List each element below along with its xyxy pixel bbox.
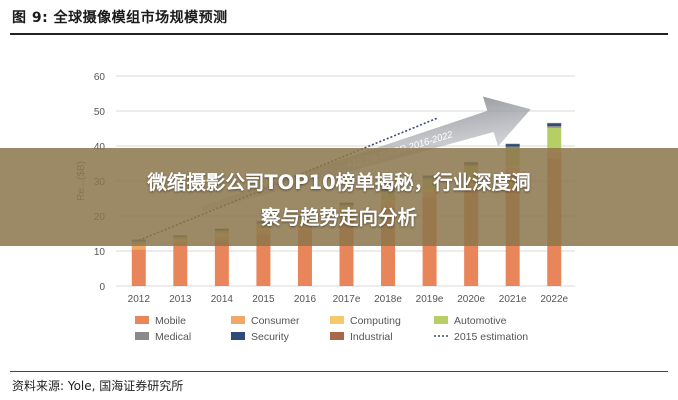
- legend-swatch: [231, 332, 245, 340]
- bar-segment-mobile: [131, 249, 146, 286]
- bar-segment-security: [505, 144, 520, 147]
- y-tick-label: 0: [99, 282, 105, 293]
- x-tick-label: 2022e: [540, 294, 568, 305]
- overlay-headline-line-2: 察与趋势走向分析: [260, 206, 417, 229]
- legend-label: Medical: [155, 331, 191, 343]
- source-note: 资料来源: Yole, 国海证券研究所: [12, 379, 184, 393]
- x-tick-label: 2016: [294, 294, 317, 305]
- x-tick-label: 2020e: [457, 294, 485, 305]
- y-tick-label: 50: [94, 107, 106, 118]
- x-tick-label: 2012: [128, 294, 151, 305]
- x-tick-label: 2017e: [333, 294, 361, 305]
- legend-swatch: [231, 316, 245, 324]
- legend-label: Automotive: [454, 315, 507, 327]
- legend-item-security: Security: [231, 331, 290, 343]
- y-tick-label: 10: [94, 247, 106, 258]
- y-tick-label: 60: [94, 72, 106, 83]
- bar-segment-security: [547, 123, 562, 127]
- figure-title: 图 9: 全球摄像模组市场规模预测: [12, 10, 228, 26]
- legend-label: Mobile: [155, 315, 186, 327]
- bar-stack-2012: [131, 239, 146, 286]
- legend-swatch: [135, 332, 149, 340]
- legend-label: Computing: [350, 315, 401, 327]
- legend-label: Industrial: [350, 331, 393, 343]
- legend-item-automotive: Automotive: [434, 315, 507, 327]
- bar-segment-consumer: [131, 245, 146, 250]
- bar-segment-mobile: [173, 245, 188, 286]
- figure-header: 图 9: 全球摄像模组市场规模预测: [0, 0, 678, 35]
- title-overlay-banner: 微缩摄影公司TOP10榜单揭秘，行业深度洞 察与趋势走向分析: [0, 148, 678, 246]
- legend-item-consumer: Consumer: [231, 315, 300, 327]
- legend-item-computing: Computing: [330, 315, 401, 327]
- source-divider: [10, 371, 668, 372]
- x-tick-label: 2018e: [374, 294, 402, 305]
- legend-swatch: [330, 332, 344, 340]
- x-tick-label: 2021e: [499, 294, 527, 305]
- bar-segment-mobile: [256, 234, 271, 286]
- title-divider: [10, 33, 668, 35]
- bar-segment-medical: [505, 146, 520, 149]
- legend-label: Security: [251, 331, 290, 343]
- overlay-headline-line-1: 微缩摄影公司TOP10榜单揭秘，行业深度洞: [147, 171, 531, 194]
- x-tick-label: 2014: [211, 294, 234, 305]
- legend-item-medical: Medical: [135, 331, 191, 343]
- legend-label: Consumer: [251, 315, 300, 327]
- y-tick-label: 40: [94, 142, 106, 153]
- bar-segment-automotive: [547, 127, 562, 150]
- x-tick-label: 2015: [252, 294, 275, 305]
- legend-item-mobile: Mobile: [135, 315, 186, 327]
- x-tick-label: 2013: [169, 294, 192, 305]
- x-tick-label: 2019e: [416, 294, 444, 305]
- bar-segment-medical: [547, 126, 562, 128]
- legend-item-2015-estimation: 2015 estimation: [434, 331, 528, 343]
- bar-segment-mobile: [214, 240, 229, 286]
- legend-item-industrial: Industrial: [330, 331, 393, 343]
- legend-swatch: [434, 316, 448, 324]
- legend-swatch: [330, 316, 344, 324]
- legend-swatch: [135, 316, 149, 324]
- legend-label: 2015 estimation: [454, 331, 528, 343]
